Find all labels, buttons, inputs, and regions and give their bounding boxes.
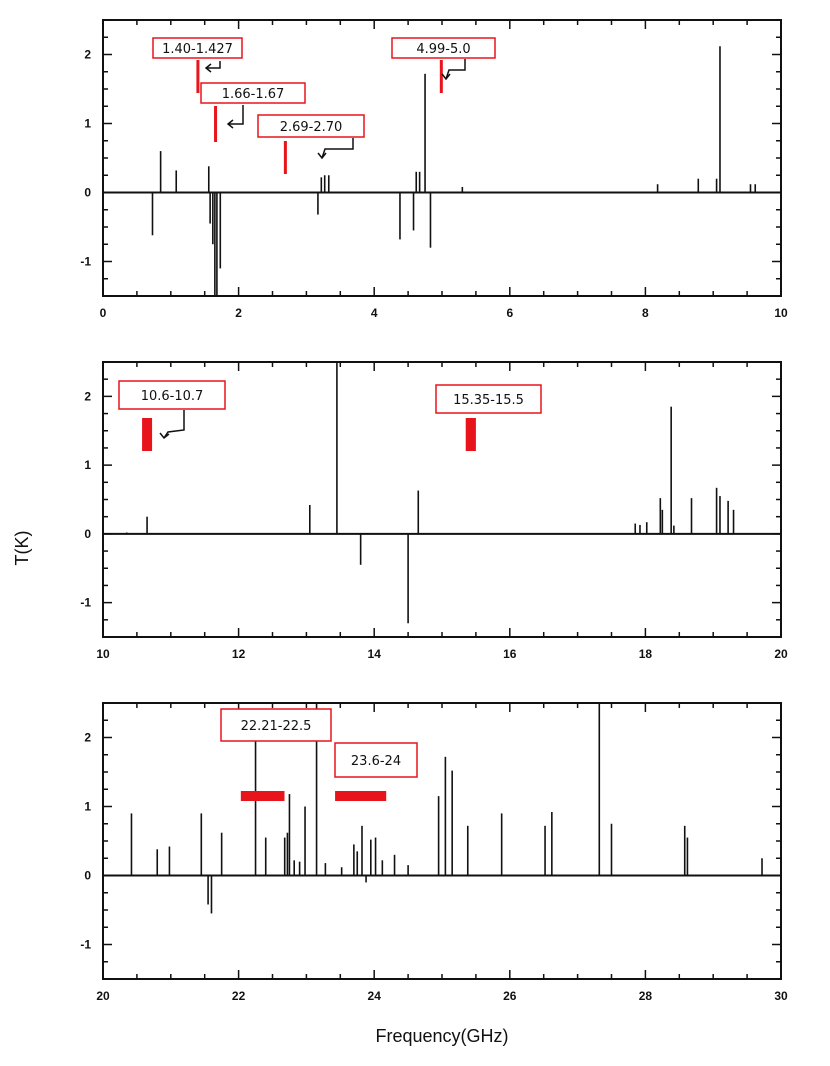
x-tick-label: 14: [368, 647, 382, 661]
x-axis-title: Frequency(GHz): [375, 1026, 508, 1046]
band-label-box: [220, 708, 332, 742]
x-tick-label: 30: [774, 989, 788, 1003]
x-tick-label: 26: [503, 989, 517, 1003]
x-tick-label: 16: [503, 647, 517, 661]
x-tick-label: 4: [371, 306, 378, 320]
band-marker: [335, 791, 387, 801]
x-tick-label: 0: [100, 306, 107, 320]
band-label: 4.99-5.0: [416, 42, 470, 57]
x-tick-label: 6: [506, 306, 513, 320]
band-label-box: [257, 114, 365, 138]
x-tick-label: 18: [639, 647, 653, 661]
y-tick-label: 2: [84, 731, 91, 745]
band-arrow: [317, 138, 354, 160]
band-marker: [196, 60, 200, 93]
band-label-box: [435, 384, 542, 414]
y-tick-label: -1: [80, 938, 91, 952]
band-label: 23.6-24: [351, 754, 401, 769]
band-label-box: [391, 37, 496, 59]
band-arrow: [441, 59, 466, 81]
band-label: 1.66-1.67: [222, 87, 285, 102]
band-label-box: [200, 82, 306, 104]
x-tick-label: 20: [96, 989, 110, 1003]
y-tick-label: 0: [84, 527, 91, 541]
band-label-box: [334, 742, 418, 778]
band-arrow: [204, 61, 221, 73]
y-tick-label: -1: [80, 596, 91, 610]
band-arrow: [226, 105, 244, 129]
band-label: 2.69-2.70: [280, 120, 343, 135]
y-tick-label: 1: [84, 800, 91, 814]
y-tick-label: 1: [84, 117, 91, 131]
y-tick-label: 2: [84, 48, 91, 62]
band-label-box: [118, 380, 226, 410]
x-tick-label: 8: [642, 306, 649, 320]
y-tick-label: -1: [80, 255, 91, 269]
band-label: 22.21-22.5: [241, 719, 312, 734]
band-label: 10.6-10.7: [141, 389, 204, 404]
band-arrow: [159, 410, 185, 440]
y-tick-label: 0: [84, 186, 91, 200]
band-label-box: [152, 37, 243, 59]
band-label: 1.40-1.427: [162, 42, 233, 57]
band-marker: [240, 791, 285, 801]
band-marker: [142, 418, 153, 451]
y-axis-title: T(K): [12, 531, 32, 566]
x-tick-label: 28: [639, 989, 653, 1003]
y-tick-label: 1: [84, 458, 91, 472]
x-tick-label: 24: [368, 989, 382, 1003]
x-tick-label: 10: [96, 647, 110, 661]
panel-20-30ghz: 20 22 24 26 28 30 2 1 0 -1 22.21-22.5 23.6-24: [80, 702, 788, 1003]
plot-frame: [102, 702, 782, 980]
panel-0-10ghz: 0 2 4 6 8 10210-11.40-1.4271.66-1.672.69-2.70…: [80, 19, 788, 320]
x-tick-label: 12: [232, 647, 246, 661]
band-marker: [283, 141, 287, 174]
band-marker: [465, 418, 476, 451]
y-tick-label: 2: [84, 389, 91, 403]
band-marker: [439, 60, 443, 93]
x-tick-label: 2: [235, 306, 242, 320]
y-tick-label: 0: [84, 869, 91, 883]
x-tick-label: 20: [774, 647, 788, 661]
band-marker: [214, 106, 218, 142]
band-label: 15.35-15.5: [453, 393, 524, 408]
x-tick-label: 10: [774, 306, 788, 320]
x-tick-label: 22: [232, 989, 246, 1003]
